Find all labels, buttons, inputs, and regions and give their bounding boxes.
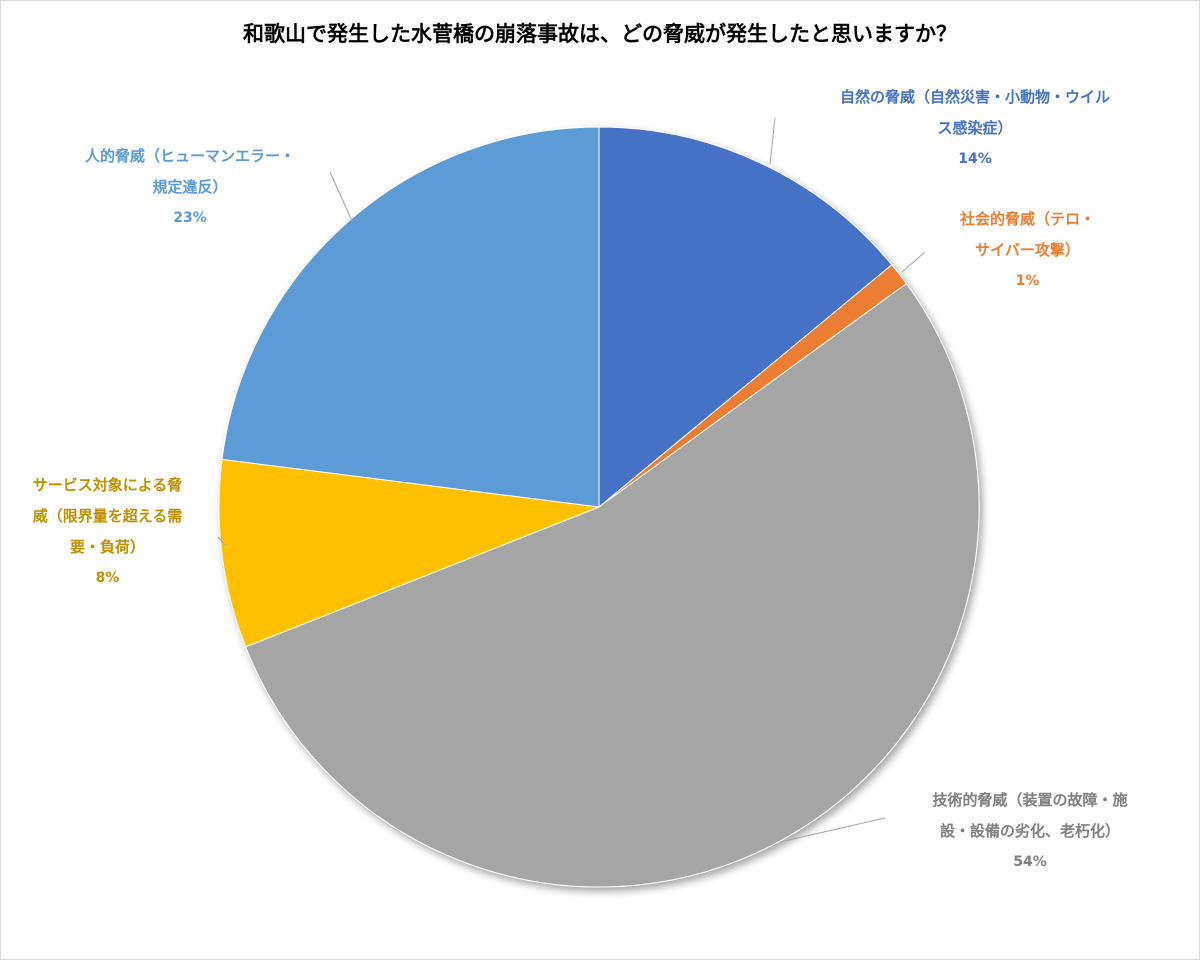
chart-title: 和歌山で発生した水菅橋の崩落事故は、どの脅威が発生したと思いますか？	[243, 22, 957, 46]
leader-line-natural	[769, 117, 776, 165]
pie-slice-human	[221, 126, 600, 508]
data-label-service-percent: 8%	[95, 570, 120, 586]
data-label-social: 社会的脅威（テロ・ サイバー攻撃） 1%	[905, 204, 1150, 297]
data-label-human-percent: 23%	[173, 210, 207, 226]
leader-line-service	[217, 536, 226, 546]
data-label-technical-line: 設・設備の劣化、老朽化）	[939, 822, 1120, 840]
data-label-human-line: 規定違反）	[152, 178, 228, 196]
data-label-social-line: サイバー攻撃）	[975, 241, 1080, 259]
data-label-social-percent: 1%	[1015, 273, 1040, 289]
data-label-service-line: サービス対象による脅	[32, 476, 183, 494]
data-label-service: サービス対象による脅 威（限界量を超える需 要・負荷） 8%	[0, 470, 215, 594]
leader-line-human	[329, 171, 353, 222]
data-label-natural-line: ス感染症）	[937, 119, 1013, 137]
data-label-human: 人的脅威（ヒューマンエラー・ 規定違反） 23%	[25, 141, 355, 234]
data-label-social-line: 社会的脅威（テロ・	[959, 210, 1095, 228]
pie-slice-natural	[598, 126, 893, 509]
data-label-human-line: 人的脅威（ヒューマンエラー・	[84, 147, 295, 165]
pie-slice-technical	[245, 282, 980, 888]
data-label-technical-line: 技術的脅威（装置の故障・施	[932, 791, 1128, 809]
pie-slice-service	[218, 458, 600, 648]
data-label-natural-line: 自然の脅威（自然災害・小動物・ウイル	[839, 88, 1110, 106]
leader-line-technical	[779, 817, 886, 843]
data-label-natural-percent: 14%	[958, 151, 992, 167]
leader-line-social	[901, 251, 926, 273]
data-label-technical-percent: 54%	[1013, 854, 1047, 870]
data-label-technical: 技術的脅威（装置の故障・施 設・設備の劣化、老朽化） 54%	[860, 785, 1200, 878]
data-label-service-line: 威（限界量を超える需	[32, 507, 183, 525]
data-label-service-line: 要・負荷）	[69, 538, 145, 556]
data-label-natural: 自然の脅威（自然災害・小動物・ウイル ス感染症） 14%	[770, 82, 1180, 175]
